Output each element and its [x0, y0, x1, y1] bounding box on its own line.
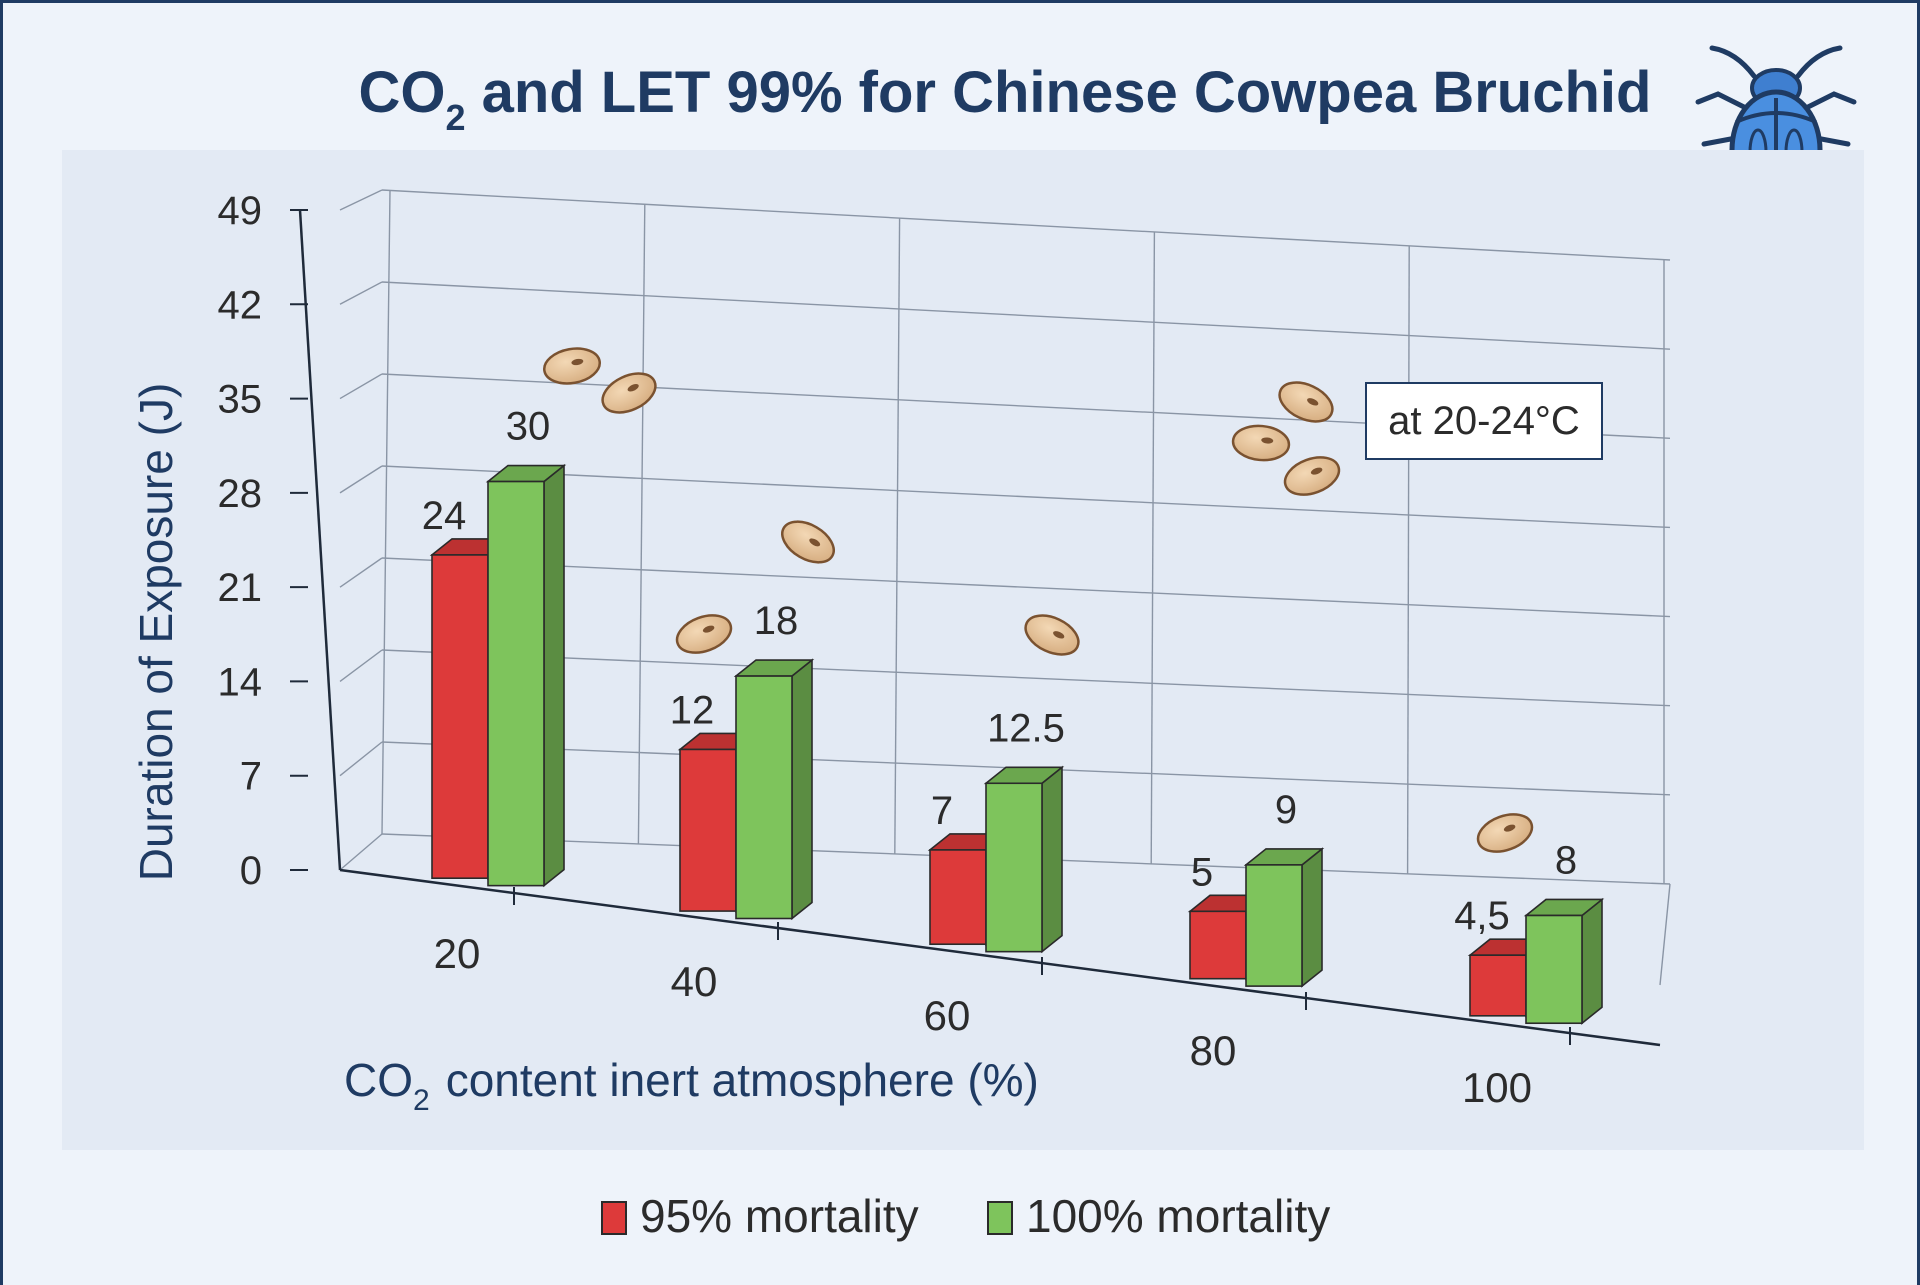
y-tick-label: 28 [218, 472, 263, 516]
bar-100-40 [733, 658, 815, 921]
legend: 95% mortality 100% mortality [601, 1190, 1330, 1242]
bean-icon [1024, 614, 1080, 656]
x-tick-label: 20 [434, 930, 481, 977]
grid-line-back [381, 649, 1671, 707]
data-label: 18 [754, 599, 799, 643]
bean-icon [781, 520, 835, 564]
grid-line-back [381, 281, 1671, 350]
data-label: 4,5 [1454, 894, 1510, 938]
bean-icon [543, 347, 601, 385]
y-tick-label: 35 [218, 378, 263, 422]
grid-line-back [381, 465, 1671, 529]
bean-icon [1476, 813, 1534, 853]
data-label: 24 [422, 494, 467, 538]
x-tick-label: 60 [924, 992, 971, 1039]
legend-label: 100% mortality [1026, 1190, 1330, 1242]
y-tick-label: 21 [218, 566, 263, 610]
grid-line-side [339, 741, 383, 777]
data-labels: 24 30 12 18 7 12.5 5 9 4,5 8 [422, 405, 1577, 939]
x-tick-label: 40 [671, 958, 718, 1005]
grid-line-side [339, 833, 383, 871]
annotation-text: at 20-24°C [1388, 399, 1580, 443]
chart-title: CO2 and LET 99% for Chinese Cowpea Bruchi… [359, 60, 1652, 138]
grid-line-side [339, 557, 383, 588]
y-axis-label: Duration of Exposure (J) [130, 383, 182, 882]
x-axis-label: CO2 content inert atmosphere (%) [344, 1054, 1039, 1117]
grid-line-vertical [1150, 231, 1156, 865]
data-label: 12.5 [987, 706, 1065, 750]
xlabel-prefix: CO [344, 1054, 413, 1106]
bean-icon [1278, 381, 1334, 423]
x-tick-label: 100 [1462, 1064, 1532, 1111]
title-subscript: 2 [446, 97, 466, 138]
grid-line-vertical [894, 217, 901, 855]
bean-icon [675, 614, 733, 654]
grid-line-back [381, 189, 1671, 261]
y-tick-label: 14 [218, 660, 263, 704]
data-label: 7 [931, 789, 953, 833]
legend-swatch [987, 1201, 1013, 1235]
y-tick-label: 0 [240, 849, 262, 893]
data-label: 30 [506, 405, 551, 449]
x-axis-line [339, 868, 1661, 1047]
y-axis-line [298, 209, 342, 871]
bar-100-20 [485, 463, 567, 888]
bean-decorations [543, 347, 1534, 853]
bar-100-80 [1243, 847, 1325, 988]
legend-item-95: 95% mortality [601, 1190, 919, 1242]
y-tick-label: 7 [240, 755, 262, 799]
bar-100-100 [1523, 897, 1605, 1025]
grid-line-vertical [1406, 245, 1410, 875]
data-label: 12 [670, 688, 715, 732]
xlabel-rest: content inert atmosphere (%) [446, 1054, 1039, 1106]
grid-line-side [339, 649, 383, 682]
bean-icon [601, 372, 657, 414]
grid-line-vertical [637, 203, 646, 845]
data-label: 5 [1191, 850, 1213, 894]
x-tick-label: 80 [1190, 1027, 1237, 1074]
grid-line-side [339, 189, 383, 211]
grid-line-side [339, 373, 383, 400]
title-prefix: CO [359, 60, 446, 125]
legend-label: 95% mortality [640, 1190, 919, 1242]
grid-line-side [339, 281, 383, 305]
bars [429, 463, 1605, 1025]
floor-edge [1659, 883, 1671, 986]
grid-line-side [339, 465, 383, 494]
temperature-annotation: at 20-24°C [1365, 382, 1603, 460]
data-label: 8 [1555, 838, 1577, 882]
bar-100-60 [983, 765, 1065, 954]
y-tick-label: 49 [218, 189, 263, 233]
legend-item-100: 100% mortality [987, 1190, 1330, 1242]
axes: 0 7 14 21 28 35 42 49 20 40 60 80 100 [218, 189, 1661, 1111]
bean-icon [1283, 456, 1341, 496]
data-label: 9 [1275, 788, 1297, 832]
grid-line-back [381, 557, 1671, 618]
bean-icon [1231, 424, 1291, 462]
grid-line-vertical [381, 189, 391, 835]
xlabel-subscript: 2 [413, 1084, 430, 1117]
title-rest: and LET 99% for Chinese Cowpea Bruchid [482, 60, 1652, 125]
legend-swatch [601, 1201, 627, 1235]
y-tick-label: 42 [218, 283, 263, 327]
